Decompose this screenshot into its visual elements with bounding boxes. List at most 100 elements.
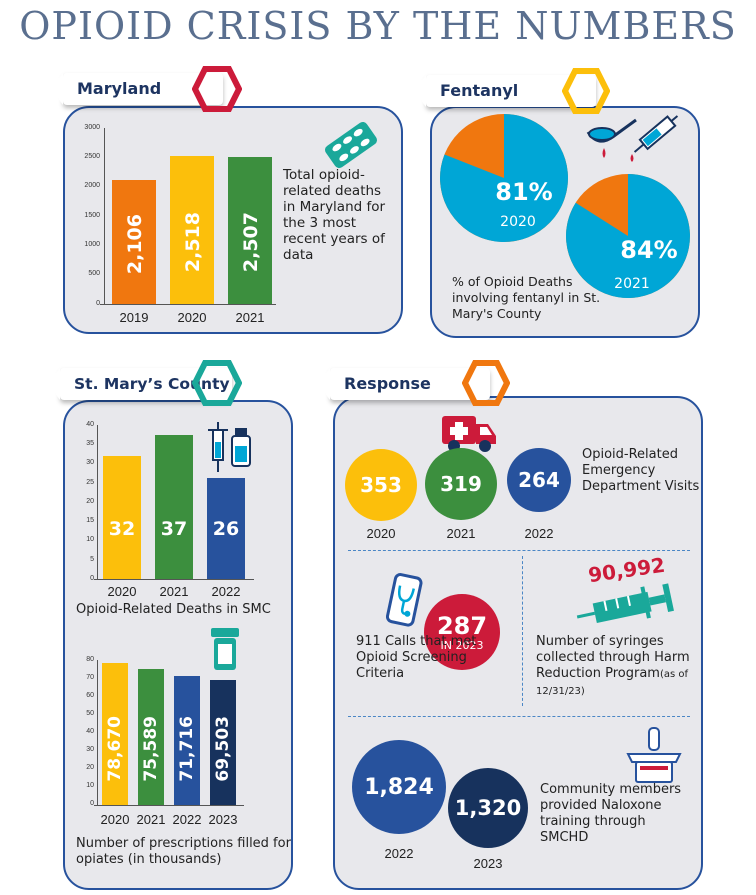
x-tick-label: 2022 xyxy=(172,812,202,827)
y-tick-label: 500 xyxy=(88,270,100,277)
circle-year: 2022 xyxy=(384,846,414,861)
y-tick-label: 25 xyxy=(86,479,94,486)
bar-2022 xyxy=(174,676,200,805)
x-tick-label: 2020 xyxy=(107,584,137,599)
maryland-tag-label: Maryland xyxy=(77,79,162,98)
phone-stethoscope-icon xyxy=(386,573,423,627)
naloxone-spray-icon xyxy=(626,727,682,783)
pie-2021 xyxy=(566,174,690,298)
x-tick-label: 2019 xyxy=(119,310,149,325)
pie-slice-fentanyl xyxy=(440,114,568,243)
ed-visits-2022-circle: 264 xyxy=(507,448,571,512)
page-title: OPIOID CRISIS BY THE NUMBERS xyxy=(19,4,737,48)
divider xyxy=(348,716,690,717)
y-tick-label: 1500 xyxy=(84,212,100,219)
smc-prescriptions-caption: Number of prescriptions filled for opiat… xyxy=(76,836,291,867)
bar-value-label: 37 xyxy=(160,518,188,540)
y-tick-label: 40 xyxy=(86,421,94,428)
y-tick-label: 50 xyxy=(86,710,94,717)
bar-2020 xyxy=(102,663,128,805)
maryland-description: Total opioid-related deaths in Maryland … xyxy=(283,167,386,263)
circle-year: 2020 xyxy=(366,526,396,541)
bar-value-label: 32 xyxy=(108,518,136,540)
calls-circle: 287 IN 2023 xyxy=(424,594,500,670)
hexagon-decoration xyxy=(562,68,610,114)
y-tick-label: 30 xyxy=(86,746,94,753)
bar-2019 xyxy=(112,180,156,304)
x-tick-label: 2023 xyxy=(208,812,238,827)
circle-year: 2023 xyxy=(473,856,503,871)
bar-value-label: 2,106 xyxy=(124,214,146,275)
pie-slice-fentanyl xyxy=(566,174,690,298)
syringes-label: Number of syringes collected through Har… xyxy=(536,634,696,700)
hexagon-decoration xyxy=(462,360,510,406)
bar-2020 xyxy=(103,456,141,579)
y-tick-label: 35 xyxy=(86,440,94,447)
bar-2020 xyxy=(170,156,214,304)
bar-value-label: 71,716 xyxy=(177,716,197,782)
response-tag: Response xyxy=(318,368,490,400)
divider xyxy=(348,550,690,551)
response-tag-label: Response xyxy=(344,374,431,393)
y-tick-label: 0 xyxy=(90,800,94,807)
x-tick-label: 2021 xyxy=(235,310,265,325)
naloxone-label: Community members provided Naloxone trai… xyxy=(540,782,682,845)
y-tick-label: 0 xyxy=(90,575,94,582)
y-tick-label: 3000 xyxy=(84,124,100,131)
ed-visits-2021-circle: 319 xyxy=(425,448,497,520)
bar-2022 xyxy=(207,478,245,579)
circle-value: 1,824 xyxy=(364,774,434,800)
maryland-tag: Maryland xyxy=(51,73,223,105)
y-tick-label: 10 xyxy=(86,536,94,543)
pill-bottle-icon xyxy=(211,628,239,670)
bar-value-label: 78,670 xyxy=(105,716,125,782)
smc-tag: St. Mary’s County xyxy=(48,368,232,400)
hexagon-decoration xyxy=(192,66,242,112)
pie-2020 xyxy=(440,114,568,243)
pie-value-label: 84% xyxy=(620,236,678,264)
circle-value: 353 xyxy=(360,473,402,497)
bar-2023 xyxy=(210,680,236,805)
naloxone-2023-circle: 1,320 xyxy=(448,768,528,848)
smc-deaths-caption: Opioid-Related Deaths in SMC xyxy=(76,602,271,617)
pie-year-label: 2021 xyxy=(614,276,650,292)
smc-tag-label: St. Mary’s County xyxy=(74,375,230,393)
syringe-icon xyxy=(576,583,674,624)
syringes-label-main: Number of syringes collected through Har… xyxy=(536,634,690,681)
pill-blister-icon xyxy=(325,121,377,169)
circle-value: 287 xyxy=(436,611,488,640)
y-tick-label: 20 xyxy=(86,498,94,505)
bar-value-label: 69,503 xyxy=(213,716,233,782)
naloxone-2022-circle: 1,824 xyxy=(352,740,446,834)
x-tick-label: 2022 xyxy=(211,584,241,599)
circle-value: 264 xyxy=(518,468,560,492)
bar-value-label: 75,589 xyxy=(141,716,161,782)
pie-year-label: 2020 xyxy=(500,214,536,230)
y-tick-label: 15 xyxy=(86,517,94,524)
x-tick-label: 2021 xyxy=(159,584,189,599)
circle-year: 2022 xyxy=(524,526,554,541)
y-tick-label: 30 xyxy=(86,459,94,466)
x-tick-label: 2020 xyxy=(177,310,207,325)
x-tick-label: 2020 xyxy=(100,812,130,827)
ed-visits-label: Opioid-Related Emergency Department Visi… xyxy=(582,447,700,494)
circle-year: 2021 xyxy=(446,526,476,541)
fentanyl-tag-label: Fentanyl xyxy=(440,81,519,100)
bar-2021 xyxy=(138,669,164,805)
bar-value-label: 2,518 xyxy=(182,212,204,273)
y-tick-label: 40 xyxy=(86,728,94,735)
bar-value-label: 2,507 xyxy=(240,212,262,273)
hexagon-decoration xyxy=(192,360,242,406)
y-tick-label: 60 xyxy=(86,692,94,699)
ed-visits-2020-circle: 353 xyxy=(345,449,417,521)
circle-value: 319 xyxy=(440,472,482,496)
y-tick-label: 2500 xyxy=(84,153,100,160)
fentanyl-pies xyxy=(440,114,690,298)
bar-2021 xyxy=(155,435,193,579)
y-tick-label: 0 xyxy=(96,300,100,307)
syringes-label-note: (as of 12/31/23) xyxy=(536,669,689,697)
bar-2021 xyxy=(228,157,272,304)
y-tick-label: 20 xyxy=(86,764,94,771)
y-tick-label: 5 xyxy=(90,556,94,563)
y-tick-label: 1000 xyxy=(84,241,100,248)
